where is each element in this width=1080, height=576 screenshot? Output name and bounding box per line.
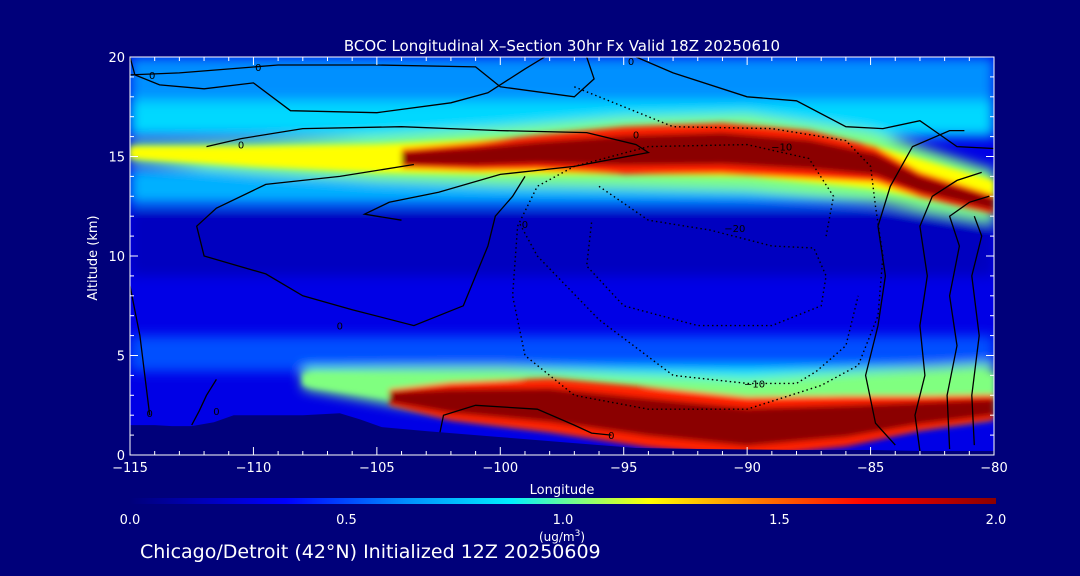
contour-label-0h: 0 bbox=[213, 407, 219, 418]
colorbar-tick-label: 1.0 bbox=[553, 513, 574, 528]
upper-layer-peak bbox=[401, 132, 994, 211]
x-tick-label: −90 bbox=[733, 461, 760, 476]
y-tick-label: 0 bbox=[117, 449, 125, 464]
units-text: (ug/m bbox=[539, 530, 575, 544]
contour-line-east-4 bbox=[971, 215, 983, 446]
footer-caption: Chicago/Detroit (42°N) Initialized 12Z 2… bbox=[140, 541, 601, 563]
contour-line-sw-0 bbox=[130, 285, 151, 416]
x-tick-label: −100 bbox=[482, 461, 518, 476]
x-tick-label: −80 bbox=[980, 461, 1007, 476]
lower-blue-layer bbox=[130, 335, 994, 372]
x-tick-label: −85 bbox=[857, 461, 884, 476]
x-tick-label: −110 bbox=[236, 461, 272, 476]
contour-line-east-2 bbox=[914, 171, 982, 452]
y-tick-label: 10 bbox=[108, 250, 125, 265]
contour-dotted-outer bbox=[511, 86, 884, 410]
colorbar-ticks: 0.0 0.5 1.0 1.5 2.0 bbox=[120, 513, 1007, 528]
contour-label-0d: 0 bbox=[238, 141, 244, 152]
lower-layer-peak bbox=[389, 388, 994, 446]
contour-label-10: 10 bbox=[993, 186, 1006, 197]
contour-line-top-closed-0 bbox=[130, 57, 546, 114]
y-tick-label: 15 bbox=[108, 151, 125, 166]
contour-line-sw-0b bbox=[191, 379, 217, 426]
colorbar-tick-label: 1.5 bbox=[769, 513, 790, 528]
contour-label-0c: 0 bbox=[628, 57, 634, 68]
colorbar-tick-label: 0.5 bbox=[336, 513, 357, 528]
concentration-cores bbox=[130, 123, 994, 455]
contour-label-m20: −20 bbox=[724, 224, 745, 235]
x-tick-label: −95 bbox=[610, 461, 637, 476]
colorbar-tick-label: 0.0 bbox=[120, 513, 141, 528]
y-tick-label: 5 bbox=[117, 350, 125, 365]
contour-label-0j: 0 bbox=[522, 220, 528, 231]
x-axis-label: Longitude bbox=[530, 483, 595, 498]
y-axis-label: Altitude (km) bbox=[86, 215, 101, 300]
contour-label-m10a: −10 bbox=[771, 143, 792, 154]
contour-label-0b: 0 bbox=[255, 63, 261, 74]
x-axis: −115 −110 −105 −100 −95 −90 −85 −80 bbox=[112, 57, 1008, 476]
colorbar bbox=[130, 498, 996, 504]
contour-lines: 0 0 0 0 0 0 0 0 0 10 −10 −10 −20 0 bbox=[130, 57, 1006, 452]
contour-label-0g: 0 bbox=[147, 409, 153, 420]
plot-area: 0 0 0 0 0 0 0 0 0 10 −10 −10 −20 0 bbox=[130, 57, 1006, 455]
x-tick-label: −115 bbox=[112, 461, 148, 476]
colorbar-units: (ug/m3) bbox=[539, 529, 585, 544]
terrain bbox=[130, 413, 994, 455]
y-tick-label: 20 bbox=[108, 51, 125, 66]
contour-line-top-0 bbox=[130, 57, 595, 98]
contour-label-m10b: −10 bbox=[744, 379, 765, 390]
units-superscript: 3 bbox=[575, 529, 581, 539]
contour-line-east-3 bbox=[946, 195, 990, 450]
mid-dark-layer bbox=[130, 210, 994, 276]
contour-line-bottom-0 bbox=[437, 404, 612, 440]
contour-label-0i: 0 bbox=[608, 431, 614, 442]
contour-label-0a: 0 bbox=[149, 71, 155, 82]
colorbar-tick-label: 2.0 bbox=[986, 513, 1007, 528]
contour-line-ne-0 bbox=[635, 57, 994, 150]
contour-label-0f: 0 bbox=[337, 322, 343, 333]
chart-title: BCOC Longitudinal X–Section 30hr Fx Vali… bbox=[344, 37, 780, 55]
x-tick-label: −105 bbox=[359, 461, 395, 476]
units-close: ) bbox=[580, 530, 585, 544]
y-axis: 0 5 10 15 20 bbox=[108, 51, 994, 464]
contour-label-0e: 0 bbox=[633, 131, 639, 142]
contour-line-west-0 bbox=[195, 163, 526, 327]
contour-line-mid-0 bbox=[206, 126, 651, 221]
